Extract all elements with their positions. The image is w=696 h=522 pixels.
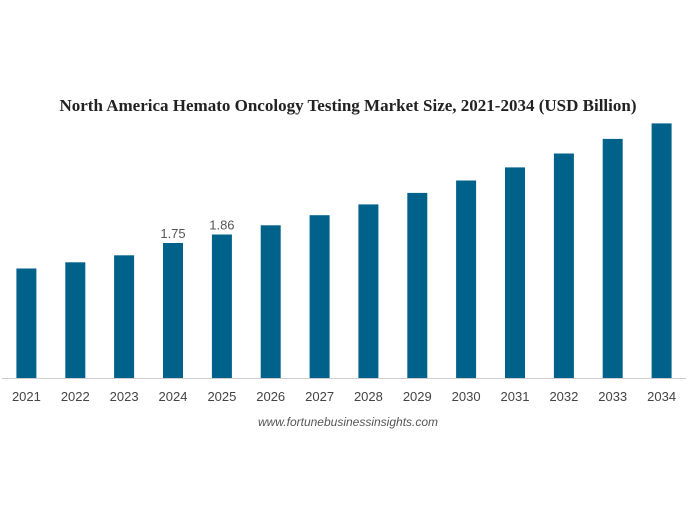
x-tick-label-2023: 2023 bbox=[110, 389, 139, 404]
data-label-2024: 1.75 bbox=[160, 226, 185, 241]
bar-2032 bbox=[553, 153, 574, 378]
bar-2025 bbox=[211, 234, 232, 378]
bar-2033 bbox=[602, 138, 623, 378]
bar-2023 bbox=[114, 255, 135, 378]
bar-2030 bbox=[456, 180, 477, 378]
bar-2028 bbox=[358, 204, 379, 378]
bar-2022 bbox=[65, 262, 86, 378]
x-tick-label-2029: 2029 bbox=[403, 389, 432, 404]
bar-2024 bbox=[163, 243, 183, 378]
source-note: www.fortunebusinessinsights.com bbox=[257, 415, 439, 429]
bars-group bbox=[16, 123, 672, 379]
x-tick-label-2021: 2021 bbox=[12, 389, 41, 404]
x-tick-label-2027: 2027 bbox=[305, 389, 334, 404]
x-tick-label-2031: 2031 bbox=[501, 389, 530, 404]
bar-2031 bbox=[505, 167, 525, 378]
chart-title: North America Hemato Oncology Testing Ma… bbox=[59, 96, 637, 115]
x-tick-label-2032: 2032 bbox=[549, 389, 578, 404]
x-tick-labels: 2021 2022 2023 2024 2025 2026 2027 2028 2029 2030… bbox=[12, 389, 676, 404]
x-tick-label-2034: 2034 bbox=[647, 389, 676, 404]
bar-2027 bbox=[309, 215, 330, 378]
x-tick-label-2026: 2026 bbox=[256, 389, 285, 404]
x-tick-label-2033: 2033 bbox=[598, 389, 627, 404]
x-tick-label-2030: 2030 bbox=[452, 389, 481, 404]
x-tick-label-2022: 2022 bbox=[61, 389, 90, 404]
bar-2034 bbox=[651, 123, 672, 379]
bar-2021 bbox=[16, 268, 37, 378]
bar-2026 bbox=[260, 225, 281, 378]
x-tick-label-2025: 2025 bbox=[207, 389, 236, 404]
x-tick-label-2028: 2028 bbox=[354, 389, 383, 404]
x-tick-label-2024: 2024 bbox=[159, 389, 188, 404]
data-label-2025: 1.86 bbox=[209, 218, 234, 233]
data-labels: 1.75 1.86 bbox=[160, 218, 234, 242]
bar-2029 bbox=[407, 192, 428, 378]
